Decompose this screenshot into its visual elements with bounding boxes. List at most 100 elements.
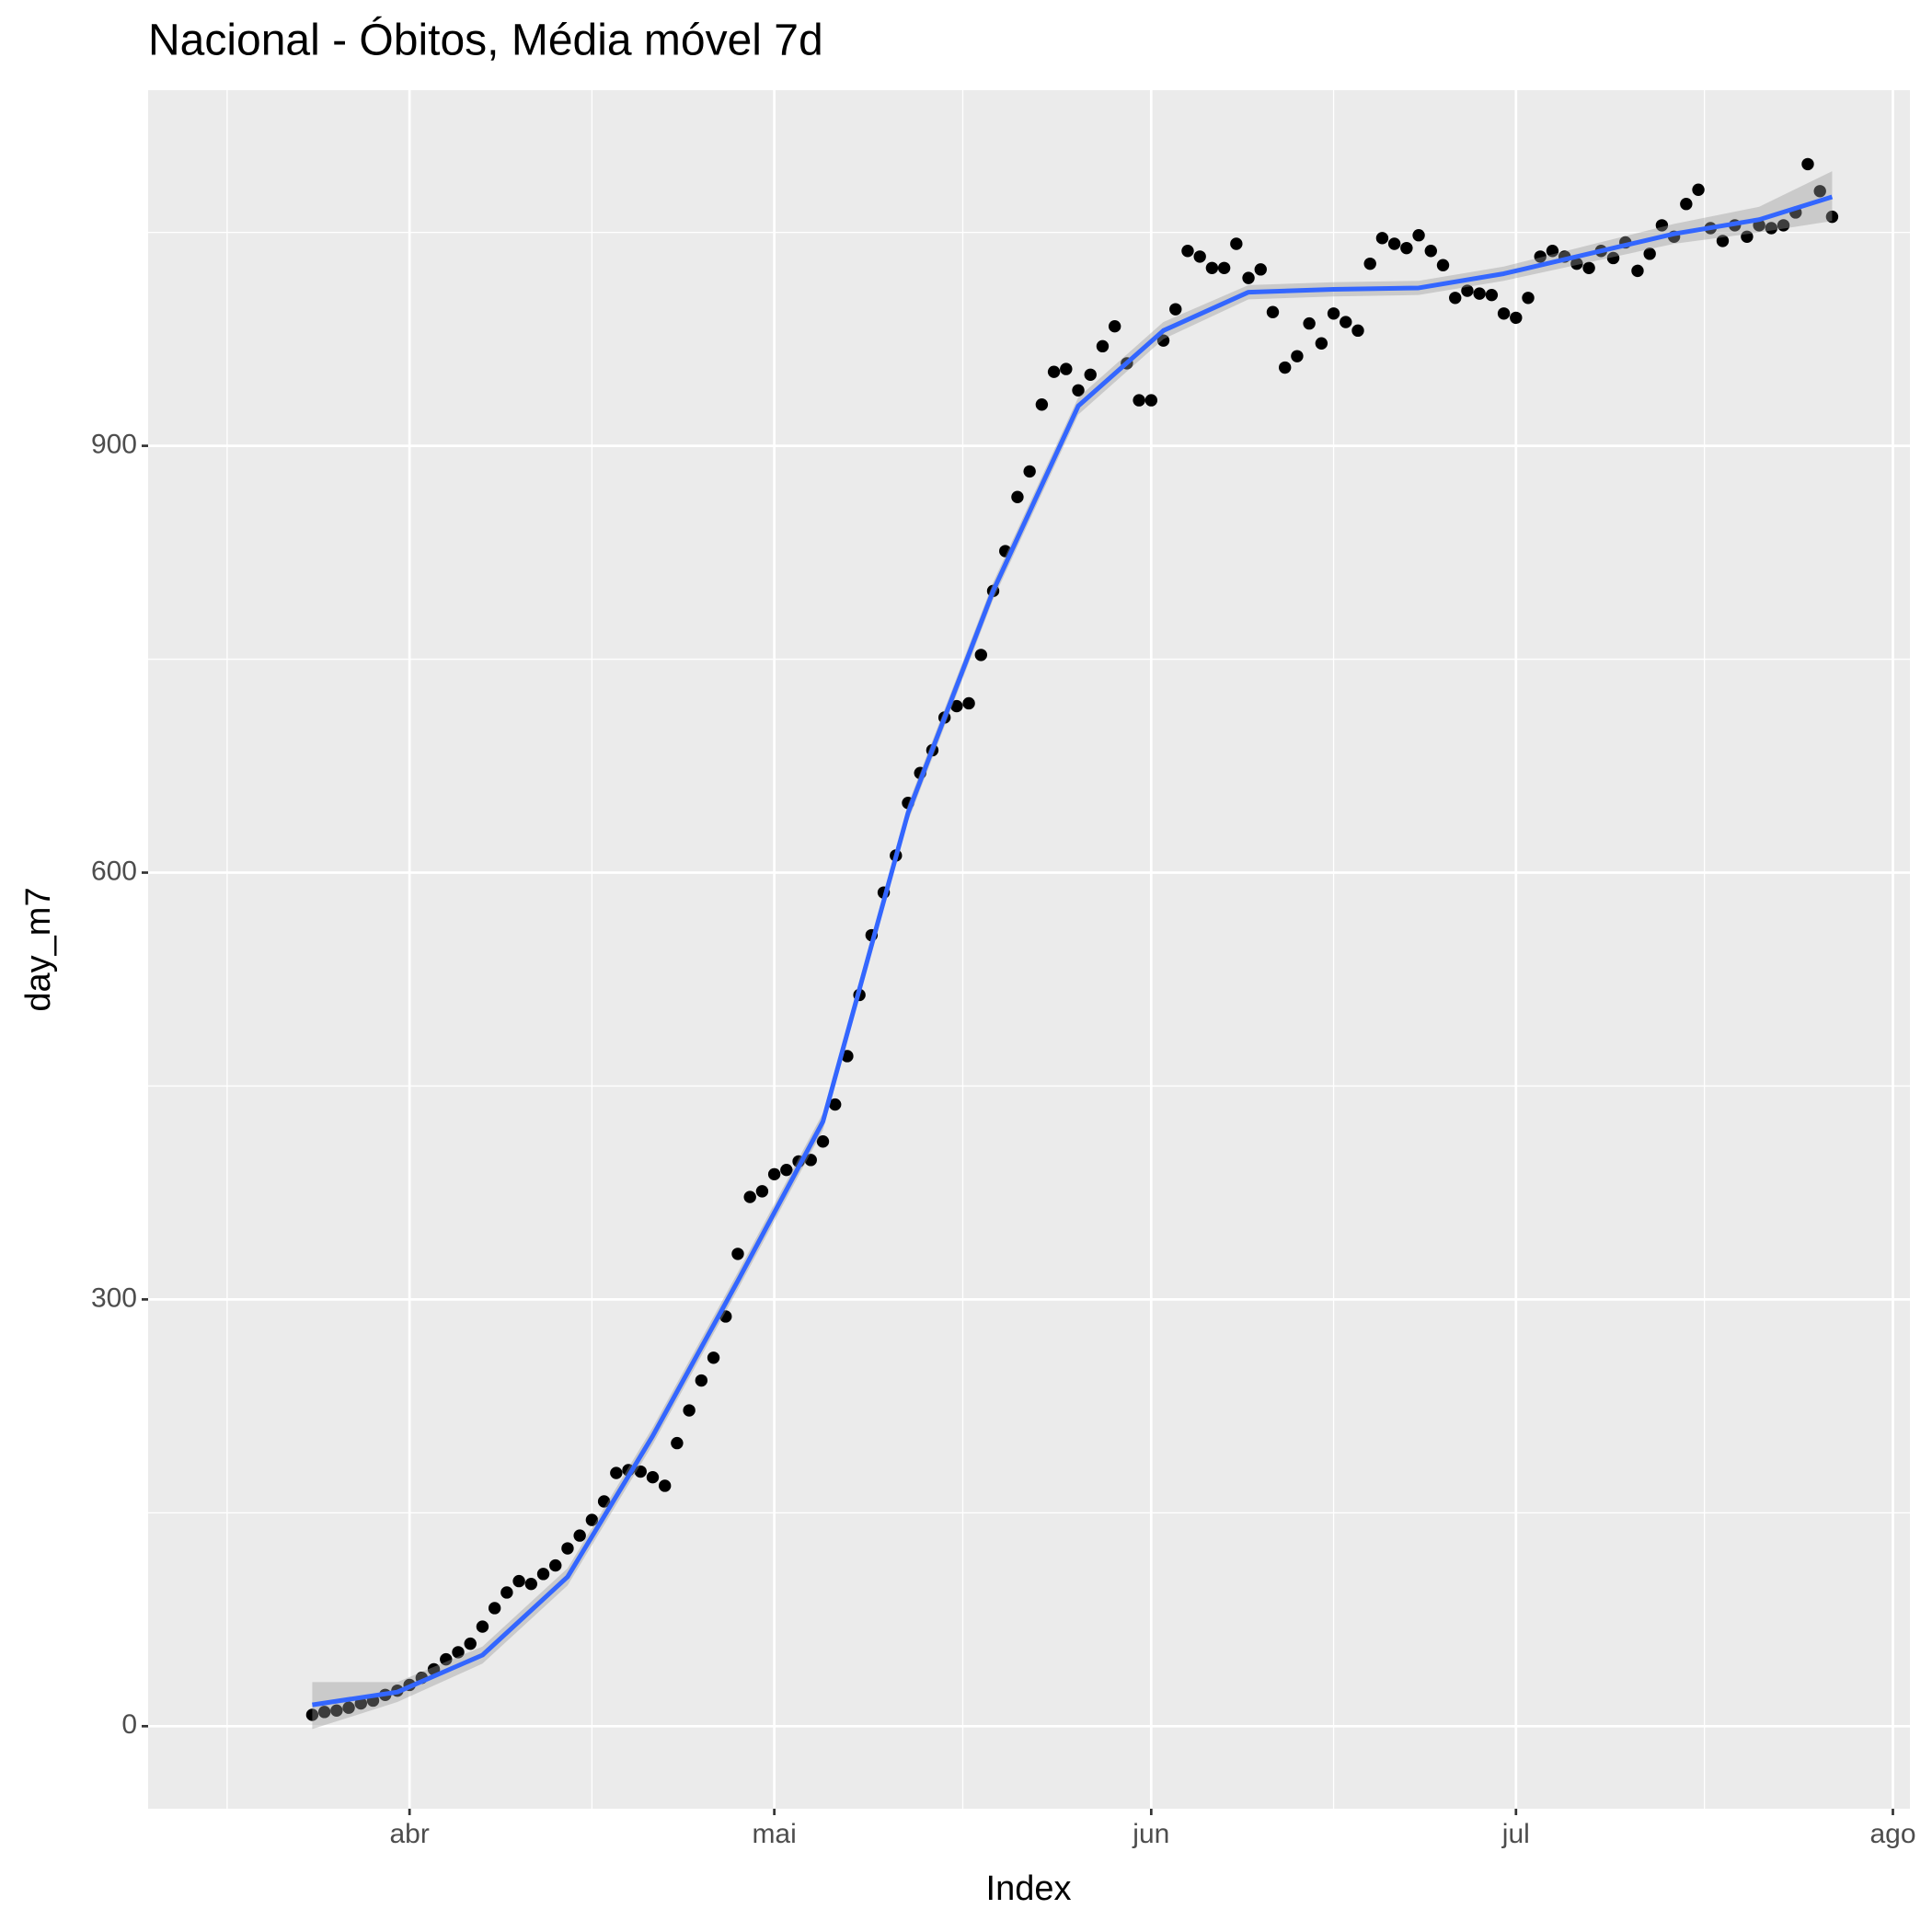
point <box>829 1098 842 1111</box>
point <box>597 1495 611 1508</box>
point <box>707 1351 720 1364</box>
point <box>1534 250 1547 263</box>
point <box>755 1185 769 1198</box>
point <box>1813 185 1826 198</box>
point <box>1205 261 1219 274</box>
point <box>573 1529 586 1542</box>
point <box>1510 311 1523 325</box>
point <box>1741 230 1754 243</box>
point <box>452 1646 465 1659</box>
point <box>1801 157 1814 171</box>
point <box>1340 316 1352 328</box>
point <box>634 1465 647 1478</box>
point <box>743 1190 756 1203</box>
point <box>317 1706 331 1719</box>
point <box>1023 465 1036 478</box>
point <box>1643 247 1656 260</box>
point <box>488 1602 501 1615</box>
y-tick-label: 600 <box>91 856 137 886</box>
point <box>658 1479 672 1492</box>
point <box>1193 250 1206 263</box>
point <box>1582 261 1595 274</box>
point <box>1606 251 1620 265</box>
point <box>1449 292 1462 305</box>
point <box>1680 198 1693 211</box>
point <box>1716 235 1730 247</box>
point <box>1351 324 1364 338</box>
point <box>561 1542 574 1555</box>
point <box>1072 384 1085 397</box>
point <box>1631 264 1644 278</box>
point <box>354 1696 367 1710</box>
point <box>610 1466 623 1479</box>
point <box>962 696 975 710</box>
point <box>342 1701 355 1714</box>
point <box>767 1167 781 1181</box>
point <box>816 1135 830 1148</box>
point <box>1412 229 1425 242</box>
chart-title: Nacional - Óbitos, Média móvel 7d <box>148 16 823 65</box>
x-tick-label: jun <box>1132 1819 1169 1849</box>
point <box>1546 245 1559 258</box>
point <box>585 1513 599 1526</box>
point <box>1181 245 1194 258</box>
panel <box>148 90 1910 1809</box>
point <box>1777 219 1790 232</box>
point <box>1692 183 1705 196</box>
point <box>1315 337 1328 350</box>
point <box>440 1652 453 1666</box>
point <box>330 1704 343 1718</box>
x-tick-label: abr <box>389 1819 429 1849</box>
point <box>1133 394 1145 407</box>
x-tick-label: ago <box>1869 1819 1915 1849</box>
point <box>695 1374 708 1387</box>
point <box>731 1248 744 1260</box>
point <box>804 1154 817 1167</box>
point <box>1084 368 1097 381</box>
point <box>500 1586 513 1599</box>
point <box>1035 398 1049 411</box>
point <box>1254 263 1267 276</box>
point <box>549 1558 562 1572</box>
point <box>780 1163 793 1177</box>
point <box>1387 237 1401 250</box>
point <box>305 1708 319 1721</box>
point <box>1169 303 1182 316</box>
point <box>1473 287 1486 300</box>
point <box>1303 316 1316 330</box>
point <box>1047 365 1061 378</box>
point <box>683 1404 696 1417</box>
point <box>1217 261 1231 274</box>
point <box>1765 222 1778 235</box>
point <box>1108 319 1121 333</box>
y-tick-label: 900 <box>91 430 137 460</box>
point <box>1570 257 1583 270</box>
point <box>1156 334 1170 347</box>
point <box>1522 292 1535 305</box>
point <box>1242 271 1255 284</box>
point <box>1327 307 1340 320</box>
point <box>536 1568 550 1581</box>
point <box>1096 339 1110 353</box>
x-axis-title: Index <box>986 1869 1072 1908</box>
x-tick-label: jul <box>1501 1819 1530 1849</box>
point <box>1485 288 1499 302</box>
point <box>524 1577 538 1591</box>
point <box>1363 257 1376 270</box>
point <box>1011 490 1024 503</box>
point <box>1461 284 1474 297</box>
point <box>1400 241 1413 255</box>
point <box>464 1637 477 1650</box>
point <box>1278 361 1292 374</box>
point <box>974 649 987 661</box>
y-tick-label: 300 <box>91 1282 137 1313</box>
point <box>1230 237 1243 250</box>
y-tick-label: 0 <box>121 1709 137 1740</box>
point <box>1655 219 1669 232</box>
point <box>512 1574 525 1588</box>
point <box>1424 245 1437 258</box>
point <box>1497 307 1511 320</box>
point <box>1291 350 1304 362</box>
